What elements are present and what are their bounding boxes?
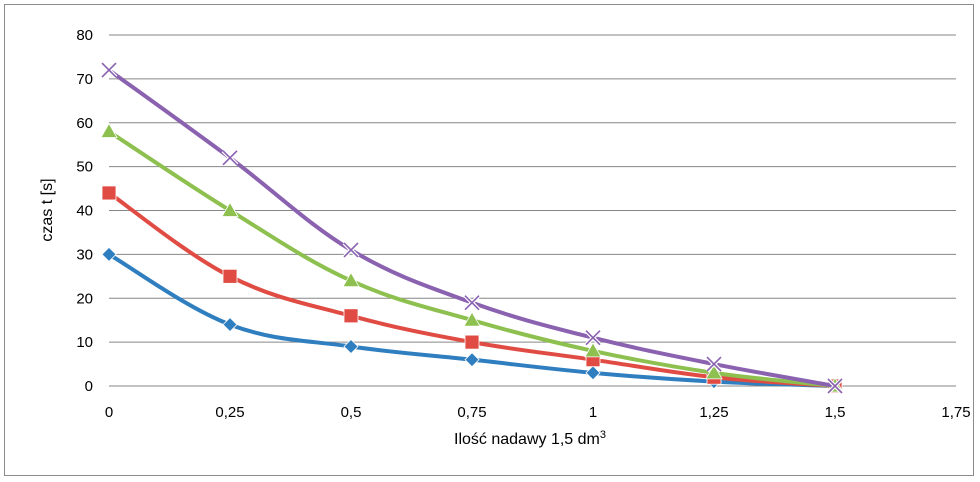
marker-square xyxy=(222,268,238,284)
marker-diamond xyxy=(343,338,359,355)
marker-x xyxy=(222,150,238,166)
marker-triangle xyxy=(463,311,481,327)
x-tick-label: 0 xyxy=(105,404,113,421)
y-axis-title: czas t [s] xyxy=(39,178,56,241)
series-triangle xyxy=(100,122,844,393)
x-tick-label: 1,5 xyxy=(825,404,846,421)
marker-diamond xyxy=(585,365,601,381)
marker-x xyxy=(101,62,117,78)
y-tick-label: 0 xyxy=(85,378,93,395)
y-tick-label: 20 xyxy=(76,290,93,307)
marker-x xyxy=(827,378,843,394)
y-tick-label: 30 xyxy=(76,246,93,263)
marker-triangle xyxy=(584,342,602,358)
y-tick-label: 60 xyxy=(76,115,93,132)
marker-x xyxy=(464,295,480,311)
x-tick-label: 0,75 xyxy=(457,404,486,421)
x-tick-label: 1 xyxy=(589,404,597,421)
marker-square xyxy=(464,334,480,350)
x-tick-label: 0,5 xyxy=(341,404,362,421)
x-axis-title: Ilość nadawy 1,5 dm3 xyxy=(454,429,606,448)
y-tick-label: 70 xyxy=(76,71,93,88)
x-tick-label: 1,75 xyxy=(941,404,970,421)
chart-frame xyxy=(4,4,974,476)
marker-triangle xyxy=(221,201,239,217)
marker-x xyxy=(706,356,722,372)
x-tick-label: 0,25 xyxy=(215,404,244,421)
series-x xyxy=(100,61,844,395)
marker-square xyxy=(343,308,359,324)
y-tick-label: 50 xyxy=(76,159,93,176)
marker-diamond xyxy=(101,246,117,262)
x-axis-title-superscript: 3 xyxy=(600,429,606,441)
marker-triangle xyxy=(100,122,118,138)
marker-diamond xyxy=(464,352,480,368)
marker-square xyxy=(101,185,117,201)
marker-triangle xyxy=(342,271,360,288)
y-tick-label: 40 xyxy=(76,203,93,220)
marker-x xyxy=(585,330,601,346)
x-axis-title-main: Ilość nadawy 1,5 dm xyxy=(454,431,600,448)
marker-triangle xyxy=(705,364,723,380)
y-tick-label: 80 xyxy=(76,27,93,44)
grid-lines xyxy=(109,34,956,387)
series-layer xyxy=(100,61,844,395)
x-axis-ticks: 0 0,25 0,5 0,75 1 1,25 1,5 1,75 xyxy=(105,404,971,421)
marker-x xyxy=(343,242,359,258)
y-axis-ticks: 0 10 20 30 40 50 60 70 80 xyxy=(76,27,93,395)
marker-diamond xyxy=(222,317,238,333)
x-tick-label: 1,25 xyxy=(699,404,728,421)
y-tick-label: 10 xyxy=(76,334,93,351)
